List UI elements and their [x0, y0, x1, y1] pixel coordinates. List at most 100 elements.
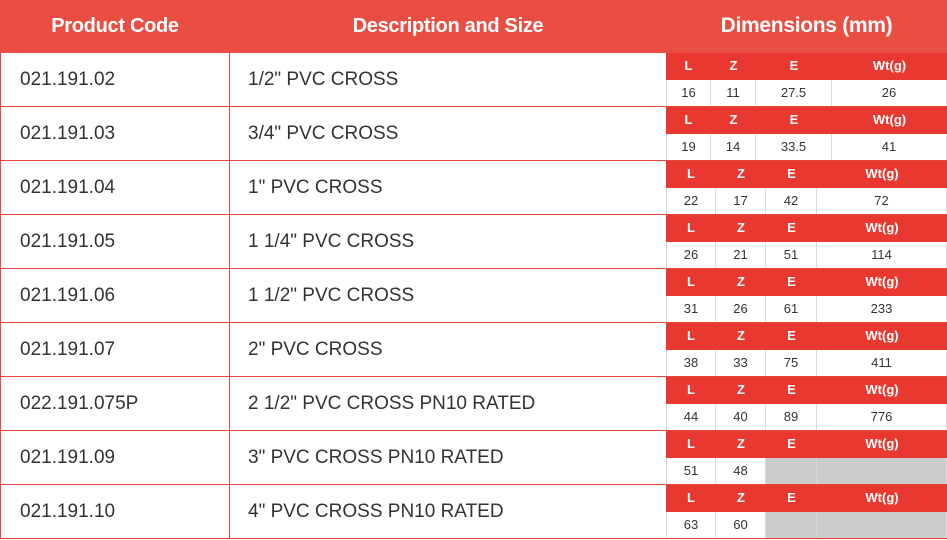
dim-label-z: Z: [737, 274, 745, 289]
dim-label-weight: Wt(g): [865, 490, 899, 505]
product-code-cell: 021.191.03: [0, 107, 230, 161]
dim-label-e: E: [787, 328, 796, 343]
dim-label-e: E: [789, 58, 799, 73]
product-code-cell: 021.191.10: [0, 485, 230, 539]
description-cell: 3" PVC CROSS PN10 RATED: [230, 431, 666, 485]
dimensions-cell: L Z E Wt(g) 44 40 89 776: [666, 377, 947, 431]
product-code-cell: 021.191.09: [0, 431, 230, 485]
description-cell: 2" PVC CROSS: [230, 323, 666, 377]
product-code-cell: 021.191.02: [0, 53, 230, 107]
product-code-cell: 021.191.05: [0, 215, 230, 269]
dim-label-weight: Wt(g): [865, 328, 899, 343]
dim-label-l: L: [687, 328, 695, 343]
dim-value-l: 19: [666, 134, 711, 160]
dimensions-cell: L Z E Wt(g) 38 33 75 411: [666, 323, 947, 377]
dim-label-l: L: [687, 166, 695, 181]
table-header: Product Code Description and Size Dimens…: [0, 0, 947, 53]
table-row: 021.191.04 1" PVC CROSS L Z E Wt(g) 22 17 42 72: [0, 161, 947, 215]
description-cell: 4" PVC CROSS PN10 RATED: [230, 485, 666, 539]
table-row: 021.191.05 1 1/4" PVC CROSS L Z E Wt(g) 26 21 51…: [0, 215, 947, 269]
dimensions-cell: L Z E Wt(g) 16 11 27.5 26: [666, 53, 947, 107]
dim-label-weight: Wt(g): [872, 58, 907, 73]
dim-label-weight: Wt(g): [865, 274, 899, 289]
dim-value-e: 51: [766, 242, 817, 268]
product-code-cell: 021.191.04: [0, 161, 230, 215]
product-code-cell: 021.191.06: [0, 269, 230, 323]
dim-value-z: 11: [711, 80, 756, 106]
dimensions-cell: L Z E Wt(g) 63 60: [666, 485, 947, 539]
table-row: 021.191.09 3" PVC CROSS PN10 RATED L Z E Wt(g…: [0, 431, 947, 485]
dim-value-weight: [817, 458, 947, 484]
dim-label-l: L: [687, 490, 695, 505]
header-dimensions: Dimensions (mm): [720, 14, 893, 37]
dim-value-l: 31: [666, 296, 716, 322]
dim-label-l: L: [687, 436, 695, 451]
dim-value-z: 60: [716, 512, 766, 538]
dim-value-z: 33: [716, 350, 766, 376]
dimension-values: 19 14 33.5 41: [666, 134, 947, 161]
dim-label-weight: Wt(g): [865, 382, 899, 397]
dim-label-l: L: [687, 220, 695, 235]
dim-label-z: Z: [729, 58, 738, 73]
dim-value-weight: [817, 512, 947, 538]
dimension-values: 38 33 75 411: [666, 350, 947, 377]
dim-value-z: 48: [716, 458, 766, 484]
dimension-values: 16 11 27.5 26: [666, 80, 947, 107]
dim-value-z: 40: [716, 404, 766, 430]
dimension-values: 51 48: [666, 458, 947, 485]
dimension-labels: L Z E Wt(g): [666, 485, 947, 512]
dimensions-cell: L Z E Wt(g) 22 17 42 72: [666, 161, 947, 215]
dimension-labels: L Z E Wt(g): [666, 269, 947, 296]
dimension-values: 31 26 61 233: [666, 296, 947, 323]
dim-value-z: 21: [716, 242, 766, 268]
description-cell: 1 1/4" PVC CROSS: [230, 215, 666, 269]
table-row: 021.191.07 2" PVC CROSS L Z E Wt(g) 38 33 75 411: [0, 323, 947, 377]
header-product-code: Product Code: [51, 15, 179, 37]
dim-value-weight: 41: [832, 134, 947, 160]
dim-label-z: Z: [737, 382, 745, 397]
description-cell: 2 1/2" PVC CROSS PN10 RATED: [230, 377, 666, 431]
header-description: Description and Size: [352, 15, 544, 37]
description-cell: 1 1/2" PVC CROSS: [230, 269, 666, 323]
dim-label-z: Z: [737, 490, 745, 505]
description-cell: 1" PVC CROSS: [230, 161, 666, 215]
dim-value-l: 16: [666, 80, 711, 106]
dim-value-weight: 26: [832, 80, 947, 106]
dimension-values: 44 40 89 776: [666, 404, 947, 431]
dim-value-weight: 72: [817, 188, 947, 214]
dim-value-e: 89: [766, 404, 817, 430]
dim-label-e: E: [787, 382, 796, 397]
dimensions-cell: L Z E Wt(g) 31 26 61 233: [666, 269, 947, 323]
dim-value-weight: 411: [817, 350, 947, 376]
product-code-cell: 021.191.07: [0, 323, 230, 377]
dim-label-e: E: [787, 220, 796, 235]
table-row: 022.191.075P 2 1/2" PVC CROSS PN10 RATED L…: [0, 377, 947, 431]
dim-label-z: Z: [737, 436, 745, 451]
table-row: 021.191.02 1/2" PVC CROSS L Z E Wt(g) 16 11 27.5…: [0, 53, 947, 107]
dim-label-l: L: [687, 274, 695, 289]
dim-value-e: [766, 458, 817, 484]
dim-value-z: 17: [716, 188, 766, 214]
description-cell: 3/4" PVC CROSS: [230, 107, 666, 161]
dimension-values: 63 60: [666, 512, 947, 539]
dim-label-z: Z: [737, 166, 745, 181]
dim-label-e: E: [787, 490, 796, 505]
dimensions-cell: L Z E Wt(g) 26 21 51 114: [666, 215, 947, 269]
dimension-labels: L Z E Wt(g): [666, 215, 947, 242]
dim-value-weight: 776: [817, 404, 947, 430]
dim-label-e: E: [787, 166, 796, 181]
dim-value-e: 42: [766, 188, 817, 214]
dimension-values: 22 17 42 72: [666, 188, 947, 215]
dim-label-z: Z: [729, 112, 738, 127]
dim-value-z: 26: [716, 296, 766, 322]
dimension-labels: L Z E Wt(g): [666, 161, 947, 188]
dim-label-weight: Wt(g): [865, 166, 899, 181]
dim-label-weight: Wt(g): [865, 436, 899, 451]
table-row: 021.191.10 4" PVC CROSS PN10 RATED L Z E Wt(g…: [0, 485, 947, 539]
dimension-labels: L Z E Wt(g): [666, 107, 947, 134]
dim-label-weight: Wt(g): [865, 220, 899, 235]
dim-label-l: L: [684, 58, 693, 73]
dimensions-cell: L Z E Wt(g) 19 14 33.5 41: [666, 107, 947, 161]
dim-label-l: L: [684, 112, 693, 127]
